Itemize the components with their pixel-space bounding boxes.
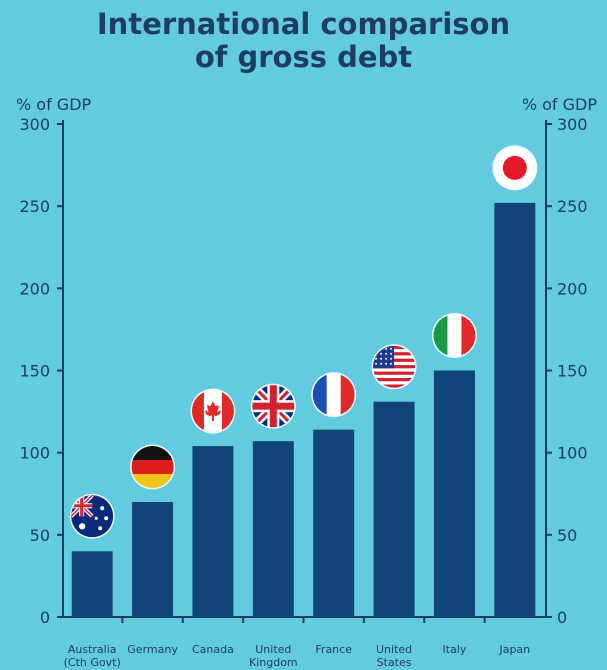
y-tick-label-left: 100 bbox=[19, 444, 50, 463]
y-axis-label-right: % of GDP bbox=[522, 95, 598, 114]
united-states-flag bbox=[371, 344, 417, 390]
y-tick-label-left: 200 bbox=[19, 279, 50, 298]
chart-title-line-1: International comparison bbox=[96, 7, 511, 41]
bar bbox=[71, 551, 113, 617]
y-tick-label-right: 50 bbox=[557, 526, 577, 545]
chart-title: International comparison of gross debt bbox=[0, 8, 607, 74]
bar bbox=[494, 202, 536, 617]
japan-flag bbox=[492, 145, 538, 191]
italy-flag bbox=[431, 313, 477, 358]
y-tick-label-right: 150 bbox=[557, 362, 588, 381]
y-tick-label-right: 0 bbox=[557, 608, 567, 627]
y-tick-label-left: 150 bbox=[19, 362, 50, 381]
chart-title-line-2: of gross debt bbox=[194, 40, 413, 74]
bar bbox=[433, 370, 475, 617]
x-tick-label: United Kingdom bbox=[249, 643, 298, 669]
y-tick-label-right: 200 bbox=[557, 279, 588, 298]
australia-flag bbox=[69, 493, 115, 539]
bar bbox=[313, 429, 355, 617]
canada-flag bbox=[190, 388, 236, 434]
x-tick-label: Germany bbox=[127, 643, 178, 656]
y-tick-label-left: 300 bbox=[19, 115, 50, 134]
y-axis-label-left: % of GDP bbox=[16, 95, 92, 114]
y-tick-label-right: 100 bbox=[557, 444, 588, 463]
y-tick-label-right: 300 bbox=[557, 115, 588, 134]
bar bbox=[373, 401, 415, 617]
y-tick-label-left: 50 bbox=[30, 526, 50, 545]
x-tick-label: Italy bbox=[443, 643, 467, 656]
x-tick-label: United States bbox=[376, 643, 412, 669]
united-kingdom-flag bbox=[250, 383, 296, 429]
bar bbox=[192, 446, 234, 617]
y-tick-label-right: 250 bbox=[557, 197, 588, 216]
y-tick-label-left: 0 bbox=[40, 608, 50, 627]
bar bbox=[252, 441, 294, 617]
x-tick-label: Canada bbox=[192, 643, 234, 656]
france-flag bbox=[311, 372, 357, 418]
x-tick-label: Australia (Cth Govt) bbox=[64, 643, 121, 669]
x-tick-label: Japan bbox=[498, 643, 530, 656]
x-tick-label: France bbox=[315, 643, 352, 656]
bar bbox=[132, 501, 174, 617]
germany-flag bbox=[130, 444, 176, 490]
y-tick-label-left: 250 bbox=[19, 197, 50, 216]
